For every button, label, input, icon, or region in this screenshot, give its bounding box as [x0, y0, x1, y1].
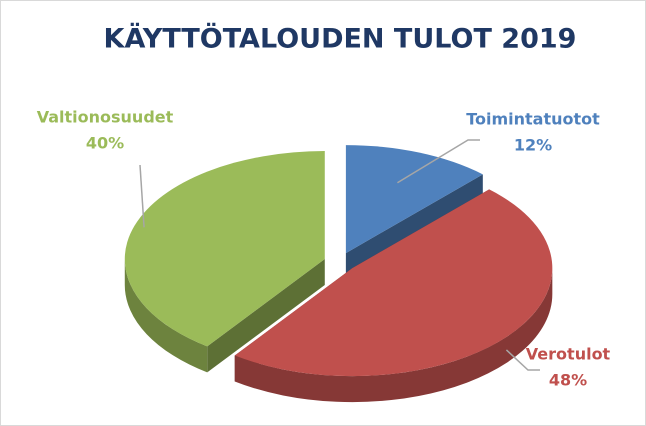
slice-value-label: 48% [549, 371, 587, 390]
pie-slice [124, 151, 325, 347]
slice-wall [234, 268, 553, 403]
leader-line [397, 139, 480, 184]
pie-slice [345, 145, 483, 254]
slice-wall [124, 259, 208, 373]
chart-title: KÄYTTÖTALOUDEN TULOT 2019 [104, 22, 577, 55]
slice-value-label: 12% [514, 136, 552, 155]
pie-slice [234, 189, 553, 377]
leader-line [139, 164, 145, 228]
slice-label: Toimintatuotot [466, 110, 600, 129]
slice-value-label: 40% [86, 134, 124, 153]
leader-line [505, 349, 540, 371]
slice-label: Verotulot [526, 345, 611, 364]
slice-side [207, 259, 325, 373]
slice-label: Valtionosuudet [37, 108, 174, 127]
